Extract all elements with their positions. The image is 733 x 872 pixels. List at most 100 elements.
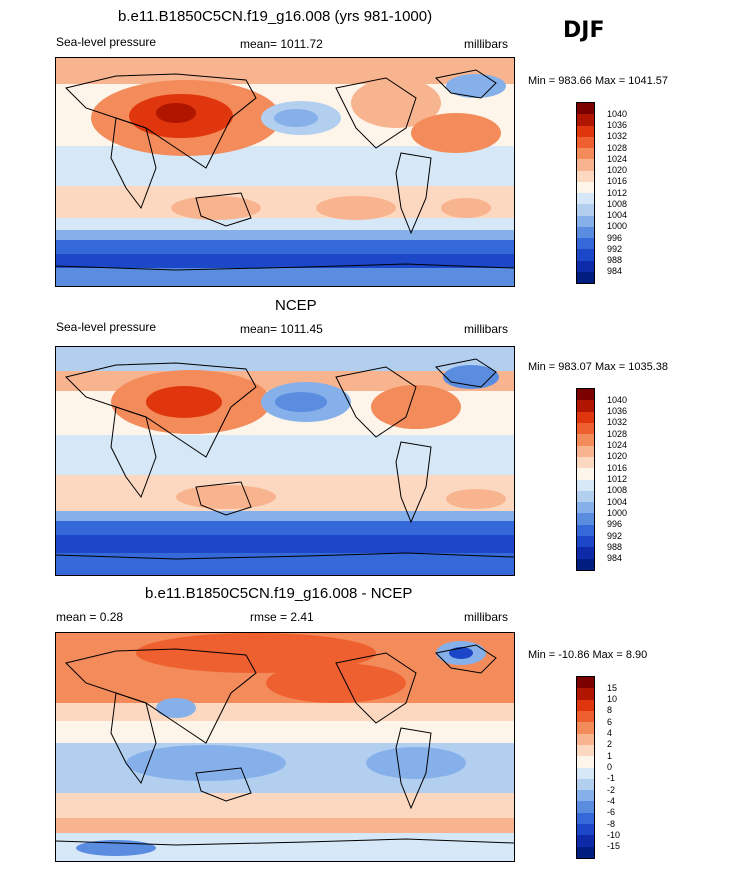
colorbar-swatch (577, 767, 594, 779)
colorbar-label: 10 (607, 694, 618, 705)
panel3-map (55, 632, 515, 862)
colorbar-swatch (577, 490, 594, 503)
colorbar-swatch (577, 699, 594, 711)
colorbar-label: 1036 (607, 120, 628, 130)
colorbar-swatch (577, 513, 594, 525)
colorbar-label: 2 (607, 739, 613, 750)
colorbar-label: -2 (607, 784, 616, 795)
colorbar-swatch (577, 502, 594, 514)
panel2-title: NCEP (275, 297, 317, 314)
panel3-mean-label: mean = 0.28 (56, 610, 124, 624)
colorbar-swatch (577, 710, 594, 723)
colorbar-swatch (577, 677, 594, 689)
colorbar-swatch (577, 688, 594, 700)
season-label: DJF (563, 18, 605, 43)
colorbar-label: 1016 (607, 462, 628, 473)
colorbar-swatch (577, 722, 594, 734)
panel2-minmax-label: Min = 983.07 Max = 1035.38 (528, 361, 669, 373)
colorbar-label: 1000 (607, 507, 628, 518)
colorbar-swatch (577, 215, 594, 227)
colorbar-swatch (577, 204, 594, 216)
colorbar-label: 15 (607, 682, 618, 693)
panel1-map (55, 57, 515, 287)
colorbar-label: -6 (607, 807, 616, 818)
colorbar-label: 988 (607, 541, 623, 552)
colorbar-swatch (577, 181, 594, 193)
colorbar-swatch (577, 170, 594, 182)
colorbar-swatch (577, 778, 594, 791)
colorbar-swatch (577, 536, 594, 548)
colorbar-label: -4 (607, 795, 616, 806)
colorbar-label: 1028 (607, 428, 628, 439)
colorbar-label: -8 (607, 818, 616, 829)
colorbar-swatch (577, 114, 594, 126)
colorbar-label: 1012 (607, 474, 628, 484)
panel3-colorbar (576, 676, 595, 859)
colorbar-label: 1032 (607, 417, 628, 428)
colorbar-label: -1 (607, 773, 616, 784)
colorbar-label: 1000 (607, 221, 628, 232)
colorbar-label: 1004 (607, 210, 628, 220)
panel3-minmax-label: Min = -10.86 Max = 8.90 (528, 649, 648, 661)
colorbar-label: 984 (607, 266, 623, 277)
panel1-title: b.e11.B1850C5CN.f19_g16.008 (yrs 981-100… (118, 8, 433, 25)
colorbar-swatch (577, 238, 594, 250)
colorbar-label: 1040 (607, 394, 628, 405)
colorbar-swatch (577, 456, 594, 469)
panel3-units-label: millibars (464, 610, 509, 624)
colorbar-label: 1012 (607, 187, 628, 198)
colorbar-swatch (577, 148, 594, 160)
colorbar-label: 1024 (607, 153, 628, 164)
colorbar-label: 0 (607, 762, 613, 772)
colorbar-label: 984 (607, 553, 623, 564)
colorbar-label: 1004 (607, 496, 628, 507)
panel1-colorbar (576, 102, 595, 284)
colorbar-swatch (577, 389, 594, 401)
colorbar-swatch (577, 547, 594, 559)
colorbar-label: 992 (607, 243, 623, 254)
panel1-map-field (56, 58, 514, 286)
colorbar-label: 1036 (607, 406, 628, 417)
colorbar-label: 988 (607, 255, 623, 265)
colorbar-swatch (577, 226, 594, 238)
colorbar-label: 8 (607, 705, 613, 716)
colorbar-swatch (577, 422, 594, 435)
panel1-mean-label: mean= 1011.72 (240, 37, 323, 51)
colorbar-swatch (577, 756, 594, 768)
colorbar-swatch (577, 434, 594, 446)
colorbar-swatch (577, 790, 594, 802)
panel3-title: b.e11.B1850C5CN.f19_g16.008 - NCEP (145, 585, 413, 602)
colorbar-label: 1 (607, 750, 613, 761)
colorbar-label: 1028 (607, 142, 628, 153)
colorbar-swatch (577, 846, 594, 858)
colorbar-label: 996 (607, 232, 623, 243)
panel2-variable-label: Sea-level pressure (56, 320, 157, 334)
colorbar-swatch (577, 558, 594, 570)
colorbar-swatch (577, 744, 594, 757)
panel2-map (55, 346, 515, 576)
colorbar-label: 1020 (607, 165, 628, 175)
panel2-colorbar (576, 388, 595, 571)
colorbar-swatch (577, 159, 594, 171)
panel2-map-field (56, 347, 514, 575)
panel1-units-label: millibars (464, 37, 509, 51)
colorbar-swatch (577, 249, 594, 261)
colorbar-label: 992 (607, 530, 623, 541)
colorbar-label: 1020 (607, 451, 628, 462)
colorbar-label: 1040 (607, 108, 628, 119)
colorbar-swatch (577, 445, 594, 457)
colorbar-label: 1024 (607, 440, 628, 451)
panel2-units-label: millibars (464, 322, 509, 336)
colorbar-label: 1008 (607, 485, 628, 496)
colorbar-swatch (577, 136, 594, 148)
colorbar-label: 6 (607, 716, 613, 727)
colorbar-swatch (577, 103, 594, 115)
panel2-mean-label: mean= 1011.45 (240, 322, 323, 336)
colorbar-label: 996 (607, 519, 623, 530)
panel3-rmse-label: rmse = 2.41 (250, 610, 314, 624)
colorbar-swatch (577, 125, 594, 137)
colorbar-swatch (577, 193, 594, 205)
colorbar-label: -10 (607, 829, 621, 840)
panel3-map-field (56, 633, 514, 861)
colorbar-swatch (577, 801, 594, 813)
